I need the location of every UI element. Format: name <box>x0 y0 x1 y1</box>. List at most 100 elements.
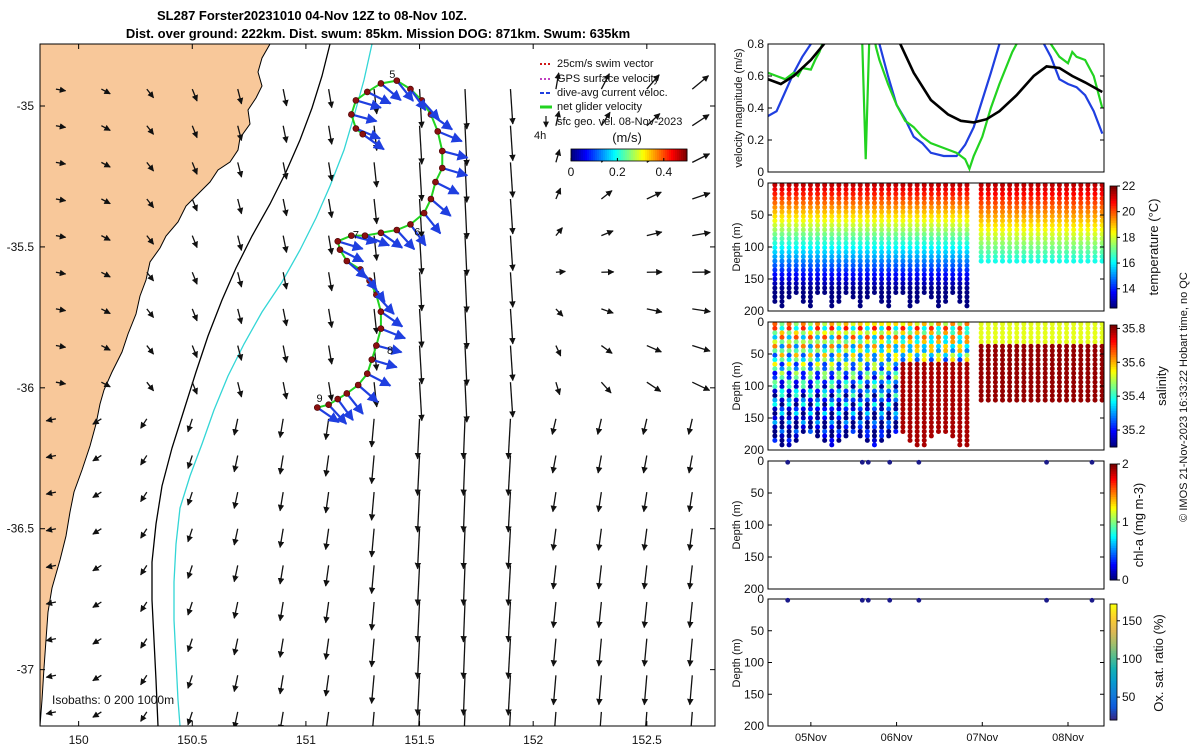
temperature-sample <box>836 280 842 286</box>
salinity-sample <box>1035 352 1041 358</box>
salinity-sample <box>907 325 913 331</box>
salinity-sample <box>992 343 998 349</box>
geo-velocity-arrow <box>601 230 614 237</box>
temperature-sample <box>914 213 920 219</box>
salinity-sample <box>1035 343 1041 349</box>
temperature-sample <box>1092 227 1098 233</box>
salinity-sample <box>964 419 970 425</box>
temperature-sample <box>943 204 949 210</box>
temperature-sample <box>950 218 956 224</box>
temperature-sample <box>1042 222 1048 228</box>
temperature-sample <box>772 231 778 237</box>
salinity-sample <box>815 433 821 439</box>
temperature-sample <box>985 186 991 192</box>
temperature-sample <box>779 298 785 304</box>
geo-velocity-arrow <box>692 344 711 353</box>
colorbar-segment <box>627 149 630 161</box>
dive-avg-current-vector <box>366 90 392 105</box>
salinity-sample <box>1007 361 1013 367</box>
salinity-sample <box>779 384 785 390</box>
geo-velocity-arrow <box>646 230 663 237</box>
salinity-sample <box>1007 379 1013 385</box>
salinity-sample <box>772 406 778 412</box>
salinity-sample <box>1042 330 1048 336</box>
salinity-sample <box>928 322 934 327</box>
salinity-sample <box>992 361 998 367</box>
salinity-sample <box>829 393 835 399</box>
salinity-sample <box>1035 384 1041 390</box>
salinity-sample <box>1092 388 1098 394</box>
salinity-sample <box>772 379 778 385</box>
map-legend: 25cm/s swim vector GPS surface velocity … <box>534 58 688 179</box>
salinity-sample <box>1071 375 1077 381</box>
colorbar-segment <box>683 149 686 161</box>
salinity-sample <box>943 339 949 345</box>
temperature-sample <box>1035 231 1041 237</box>
temperature-sample <box>772 263 778 269</box>
salinity-sample <box>928 393 934 399</box>
temperature-sample <box>935 267 941 273</box>
temperature-sample <box>928 231 934 237</box>
temperature-sample <box>779 227 785 233</box>
salinity-sample <box>978 393 984 399</box>
salinity-sample <box>1014 375 1020 381</box>
colorbar-tick-label: 150 <box>1122 614 1142 628</box>
salinity-sample <box>907 433 913 439</box>
temperature-sample <box>1056 200 1062 206</box>
geo-velocity-arrow <box>327 198 334 219</box>
temperature-sample <box>864 200 870 206</box>
salinity-sample <box>871 433 877 439</box>
oxygen-sample <box>865 597 871 603</box>
temperature-sample <box>1071 236 1077 242</box>
temperature-sample <box>1092 236 1098 242</box>
salinity-sample <box>1049 334 1055 340</box>
temperature-sample <box>871 263 877 269</box>
salinity-sample <box>815 370 821 376</box>
temperature-sample <box>992 222 998 228</box>
geo-velocity-arrow <box>146 345 155 355</box>
salinity-sample <box>800 375 806 381</box>
salinity-sample <box>1085 348 1091 354</box>
salinity-sample <box>935 366 941 372</box>
salinity-sample <box>843 375 849 381</box>
salinity-sample <box>1099 325 1104 331</box>
temperature-sample <box>836 294 842 300</box>
temperature-sample <box>864 263 870 269</box>
temperature-sample <box>1042 227 1048 233</box>
salinity-sample <box>907 361 913 367</box>
colorbar-segment <box>1110 415 1117 419</box>
salinity-sample <box>1042 370 1048 376</box>
colorbar-segment <box>643 149 646 161</box>
temperature-sample <box>800 227 806 233</box>
salinity-sample <box>871 348 877 354</box>
colorbar-segment <box>1110 533 1117 537</box>
salinity-sample <box>950 411 956 417</box>
salinity-sample <box>779 415 785 421</box>
temperature-sample <box>886 195 892 201</box>
temperature-sample <box>943 249 949 255</box>
temperature-sample <box>836 298 842 304</box>
salinity-sample <box>822 366 828 372</box>
salinity-sample <box>793 352 799 358</box>
geo-velocity-arrow <box>45 599 57 606</box>
temperature-sample <box>914 195 920 201</box>
temperature-sample <box>1078 227 1084 233</box>
temperature-sample <box>793 183 799 188</box>
temperature-sample <box>800 209 806 215</box>
salinity-sample <box>978 384 984 390</box>
temperature-sample <box>893 186 899 192</box>
salinity-sample <box>886 415 892 421</box>
salinity-sample <box>800 411 806 417</box>
salinity-sample <box>928 428 934 434</box>
temperature-sample <box>1056 236 1062 242</box>
chla-y-tick-label: 50 <box>751 486 765 500</box>
salinity-sample <box>1021 393 1027 399</box>
salinity-sample <box>1049 388 1055 394</box>
colorbar-segment <box>1110 666 1117 670</box>
temperature-sample <box>822 240 828 246</box>
salinity-sample <box>1000 352 1006 358</box>
temperature-sample <box>1035 200 1041 206</box>
salinity-sample <box>779 361 785 367</box>
colorbar-segment <box>1110 249 1117 253</box>
